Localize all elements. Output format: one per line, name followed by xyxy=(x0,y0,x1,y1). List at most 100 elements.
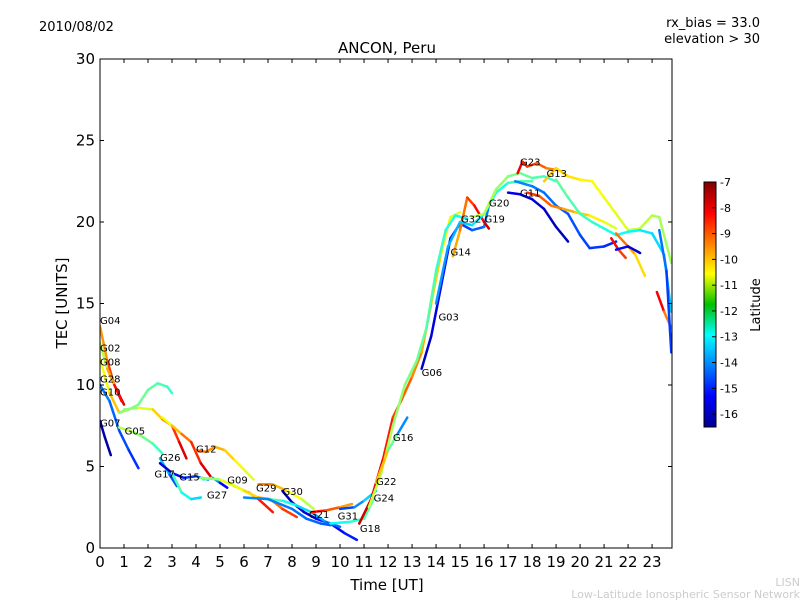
satellite-track xyxy=(526,191,618,230)
satellite-label: G14 xyxy=(450,247,470,258)
x-tick-label: 4 xyxy=(191,553,201,571)
satellite-label: G06 xyxy=(422,368,442,379)
track-segment xyxy=(446,220,462,248)
satellite-label: G19 xyxy=(484,215,504,226)
track-segment xyxy=(281,499,299,507)
x-tick-label: 3 xyxy=(167,553,177,571)
satellite-track xyxy=(117,426,164,455)
track-segment xyxy=(290,507,308,520)
x-tick-label: 2 xyxy=(143,553,153,571)
track-segment xyxy=(626,228,642,234)
colorbar-ticks: -7 -8 -9 -10 -11 -12 -13 -14 -15 -16 xyxy=(712,176,738,421)
satellite-label: G23 xyxy=(520,158,540,169)
track-segment xyxy=(338,502,354,509)
colorbar-tick-label: -14 xyxy=(720,357,738,370)
x-tick-label: 11 xyxy=(354,553,373,571)
track-segment xyxy=(158,461,174,475)
x-tick-label: 17 xyxy=(499,553,518,571)
track-segment xyxy=(233,458,246,472)
satellite-label: G29 xyxy=(256,484,276,495)
track-segment xyxy=(434,245,450,305)
x-tick-label: 22 xyxy=(619,553,638,571)
track-segment xyxy=(100,357,111,395)
colorbar-tick-label: -16 xyxy=(720,408,738,421)
track-segment xyxy=(535,162,548,170)
satellite-label: G30 xyxy=(282,487,302,498)
satellite-track xyxy=(554,178,672,313)
track-segment xyxy=(574,210,591,217)
x-tick-label: 9 xyxy=(311,553,321,571)
track-segment xyxy=(391,383,407,427)
track-segment xyxy=(665,269,672,354)
satellite-track xyxy=(614,232,647,278)
track-segment xyxy=(554,225,570,243)
satellite-label: G17 xyxy=(154,470,174,481)
track-segment xyxy=(626,245,642,255)
colorbar-tick-label: -11 xyxy=(720,279,738,292)
satellite-label: G12 xyxy=(196,445,216,456)
satellite-track xyxy=(614,245,642,255)
track-segment xyxy=(403,359,419,387)
x-tick-label: 18 xyxy=(523,553,542,571)
track-segment xyxy=(117,426,135,434)
track-segment xyxy=(141,435,155,445)
track-segment xyxy=(470,225,486,232)
track-segment xyxy=(494,175,510,191)
track-segment xyxy=(590,220,606,230)
x-tick-label: 8 xyxy=(287,553,297,571)
y-tick-label: 10 xyxy=(76,376,95,394)
track-segment xyxy=(470,212,486,219)
track-segment xyxy=(602,227,618,237)
track-segment xyxy=(516,160,524,175)
satellite-label: G32 xyxy=(461,215,481,226)
x-tick-label: 15 xyxy=(451,553,470,571)
track-segment xyxy=(482,220,491,230)
satellite-track xyxy=(434,180,534,305)
track-segment xyxy=(228,481,246,493)
satellite-label: G07 xyxy=(100,418,120,429)
satellite-track xyxy=(451,196,491,258)
satellite-label: G13 xyxy=(546,169,566,180)
track-segment xyxy=(165,385,174,395)
track-segment xyxy=(329,520,351,525)
track-segment xyxy=(177,440,188,460)
track-segment xyxy=(151,442,164,455)
track-segment xyxy=(257,497,275,514)
satellite-label: G28 xyxy=(100,374,120,385)
footer-lisn: LISN xyxy=(775,576,800,589)
track-segment xyxy=(458,220,474,227)
track-segment xyxy=(367,473,383,509)
track-segment xyxy=(658,228,668,273)
chart-title: ANCON, Peru xyxy=(338,39,436,57)
track-segment xyxy=(170,424,183,436)
track-segment xyxy=(113,383,123,403)
satellite-track xyxy=(374,416,409,485)
track-segment xyxy=(156,382,169,388)
track-segment xyxy=(343,532,359,542)
satellite-track xyxy=(194,445,255,481)
track-segment xyxy=(562,207,577,214)
track-segment xyxy=(137,406,155,411)
track-segment xyxy=(614,232,630,248)
x-tick-label: 1 xyxy=(119,553,129,571)
track-segment xyxy=(453,214,469,220)
track-segment xyxy=(429,285,443,338)
track-segment xyxy=(170,471,186,480)
satellite-track xyxy=(542,166,672,264)
x-axis-label: Time [UT] xyxy=(349,576,423,594)
track-segment xyxy=(338,506,356,511)
track-segment xyxy=(554,166,570,178)
track-segment xyxy=(100,419,107,439)
track-segment xyxy=(305,517,323,525)
track-segment xyxy=(374,448,390,485)
track-segment xyxy=(161,416,174,427)
satellite-track xyxy=(658,228,672,354)
track-segment xyxy=(550,204,565,211)
x-tick-label: 12 xyxy=(378,553,397,571)
track-segment xyxy=(530,175,546,180)
track-segment xyxy=(353,499,366,509)
colorbar-tick-label: -15 xyxy=(720,382,738,395)
track-segment xyxy=(415,326,428,362)
satellite-label: G04 xyxy=(100,316,120,327)
